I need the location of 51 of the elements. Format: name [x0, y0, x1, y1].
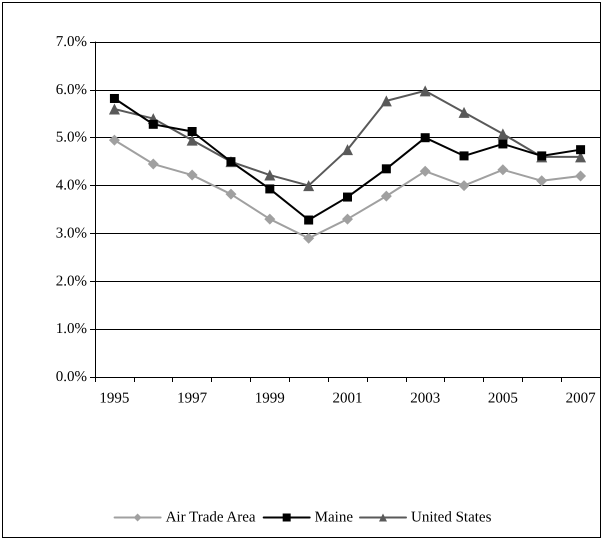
point — [382, 164, 391, 174]
x-tick-label: 2001 — [332, 390, 362, 406]
point — [148, 158, 159, 170]
point — [536, 175, 548, 186]
point — [458, 180, 470, 192]
point — [380, 95, 392, 106]
legend-label: United States — [411, 510, 492, 526]
point — [304, 216, 314, 225]
y-tick-label: 1.0% — [56, 321, 87, 338]
x-tick-label: 2007 — [566, 390, 596, 406]
point — [303, 232, 314, 244]
y-tick-label: 4.0% — [56, 178, 87, 194]
point — [342, 144, 353, 156]
y-tick-label: 6.0% — [56, 82, 87, 98]
legend-label: Air Trade Area — [166, 510, 256, 526]
y-tick-label: 7.0% — [56, 34, 87, 50]
point — [264, 170, 276, 181]
point — [420, 85, 431, 96]
point — [303, 180, 314, 192]
point — [420, 133, 430, 142]
point — [186, 170, 198, 181]
point — [108, 104, 120, 114]
point — [575, 170, 586, 182]
x-tick-label: 1995 — [99, 390, 130, 406]
point — [497, 164, 508, 176]
y-tick-label: 3.0% — [56, 225, 87, 242]
point — [225, 188, 236, 200]
point — [498, 139, 508, 148]
x-tick-label: 1999 — [254, 390, 285, 406]
point — [188, 126, 197, 136]
point — [460, 151, 469, 160]
point — [458, 106, 470, 118]
point — [380, 190, 392, 202]
point — [110, 94, 119, 103]
x-tick-label: 1997 — [177, 390, 208, 406]
x-tick-label: 2005 — [488, 390, 518, 406]
point — [497, 128, 508, 140]
point — [342, 214, 353, 225]
point — [265, 184, 274, 194]
point — [343, 192, 352, 202]
x-tick-label: 2003 — [410, 390, 440, 406]
legend-label: Maine — [314, 510, 354, 526]
y-tick-label: 2.0% — [56, 273, 87, 290]
point — [264, 214, 276, 225]
point — [576, 145, 586, 154]
point — [186, 134, 198, 146]
y-tick-label: 5.0% — [56, 130, 87, 146]
point — [108, 134, 120, 146]
point — [148, 120, 158, 129]
point — [420, 166, 431, 177]
y-tick-label: 0.0% — [56, 369, 87, 385]
